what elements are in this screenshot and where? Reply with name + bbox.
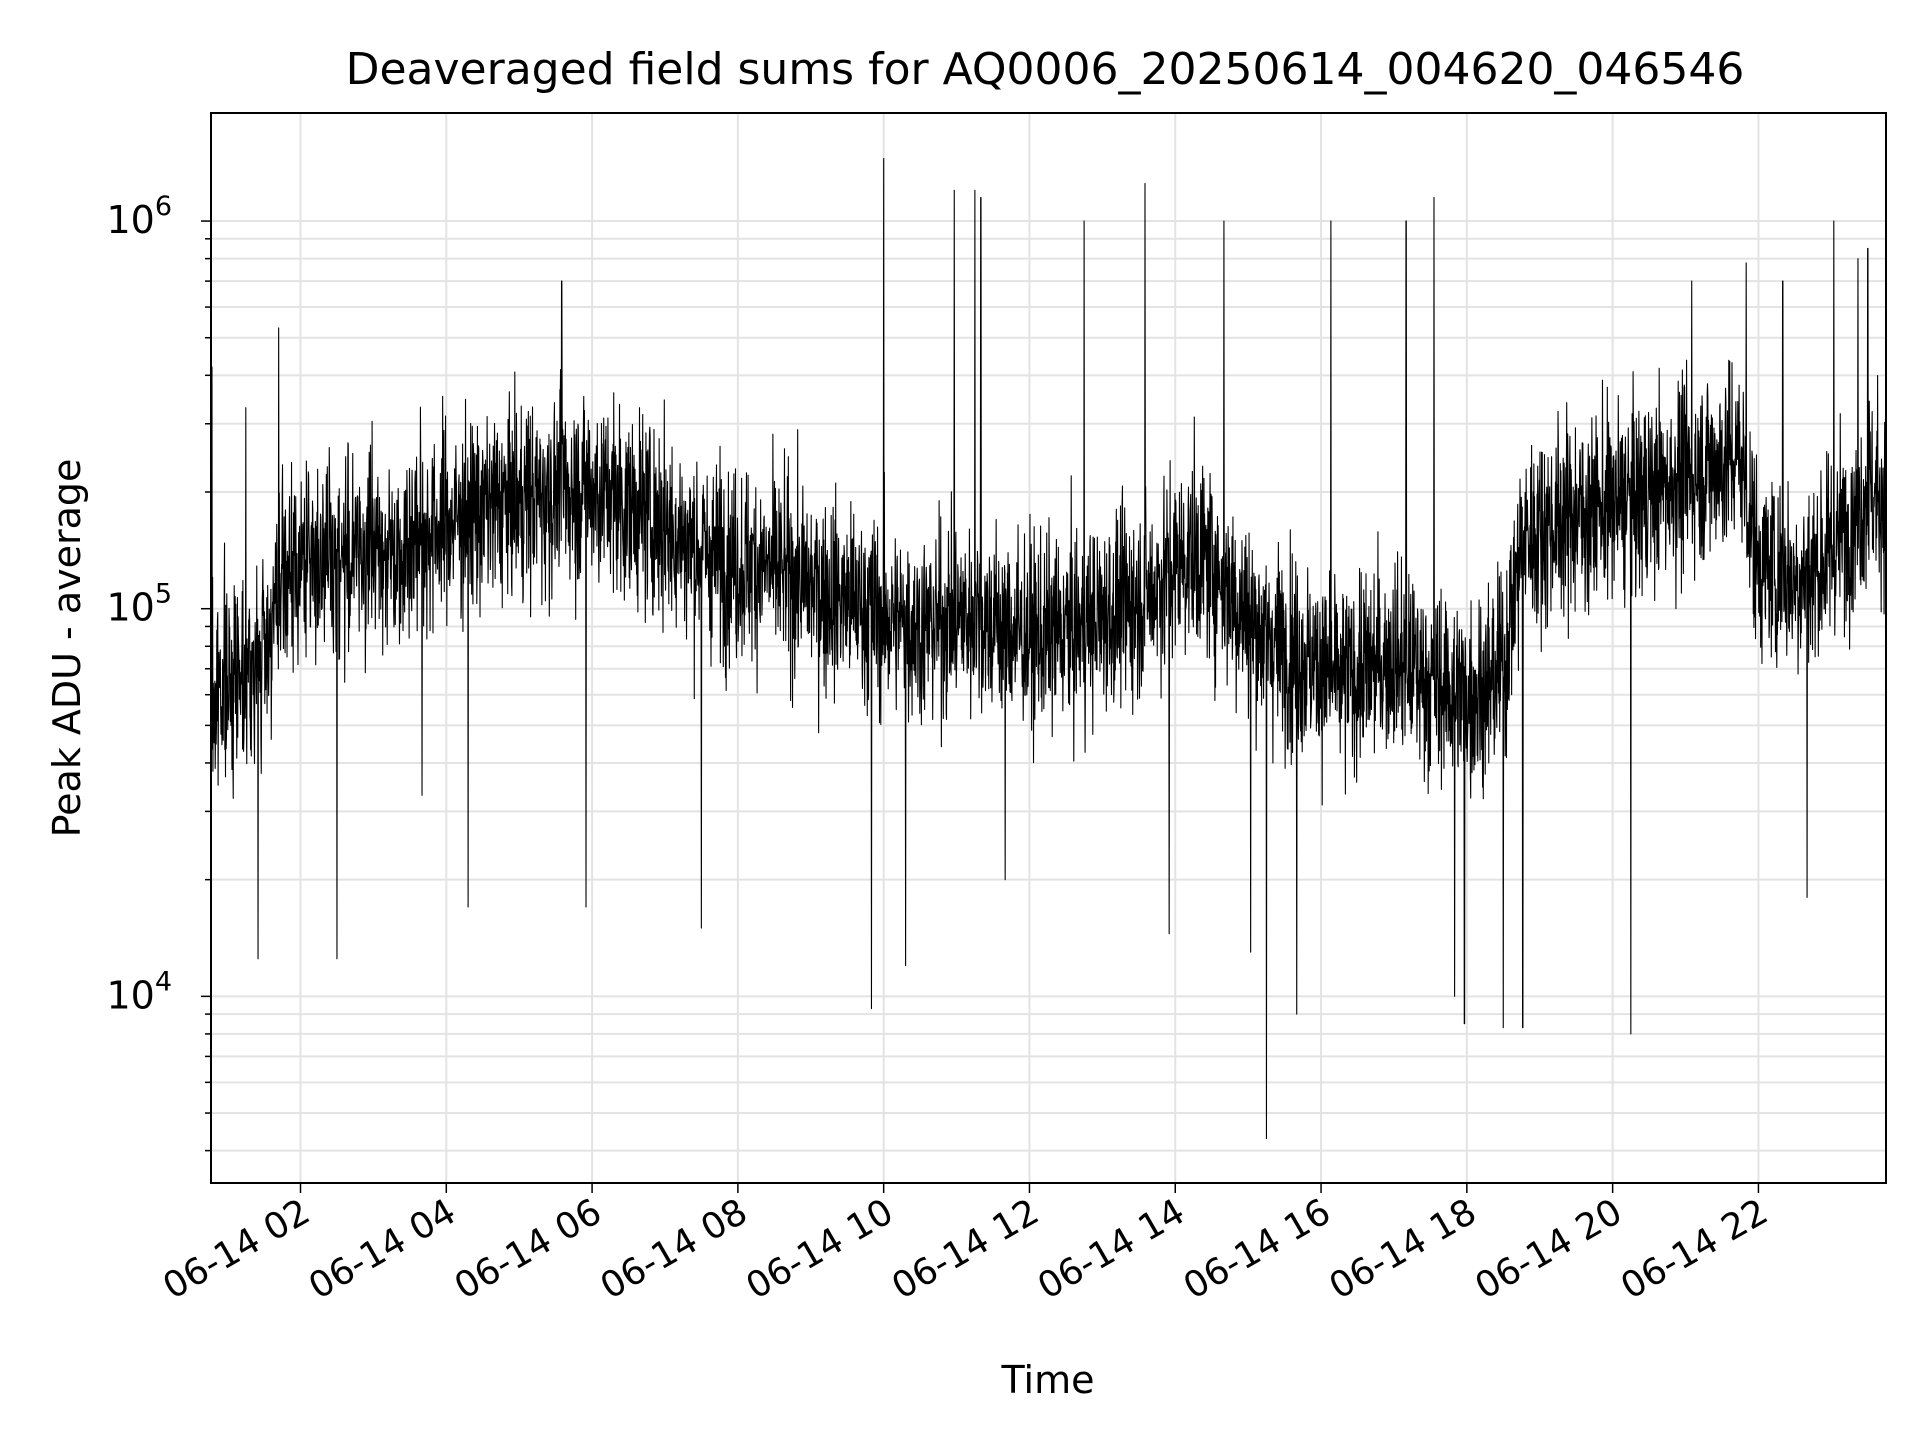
grid — [211, 113, 1886, 1183]
y-axis: 104 105 106 — [106, 191, 211, 1152]
series-line — [211, 157, 1886, 1139]
y-tick-label: 104 — [106, 966, 172, 1017]
plot-frame — [210, 112, 1887, 1184]
y-axis-label: Peak ADU - average — [45, 459, 89, 838]
chart-title: Deaveraged field sums for AQ0006_2025061… — [346, 44, 1745, 95]
series-group — [211, 157, 1886, 1139]
x-axis-label: Time — [1001, 1358, 1095, 1402]
y-tick-label: 106 — [106, 191, 172, 242]
y-tick-label: 105 — [106, 579, 172, 630]
